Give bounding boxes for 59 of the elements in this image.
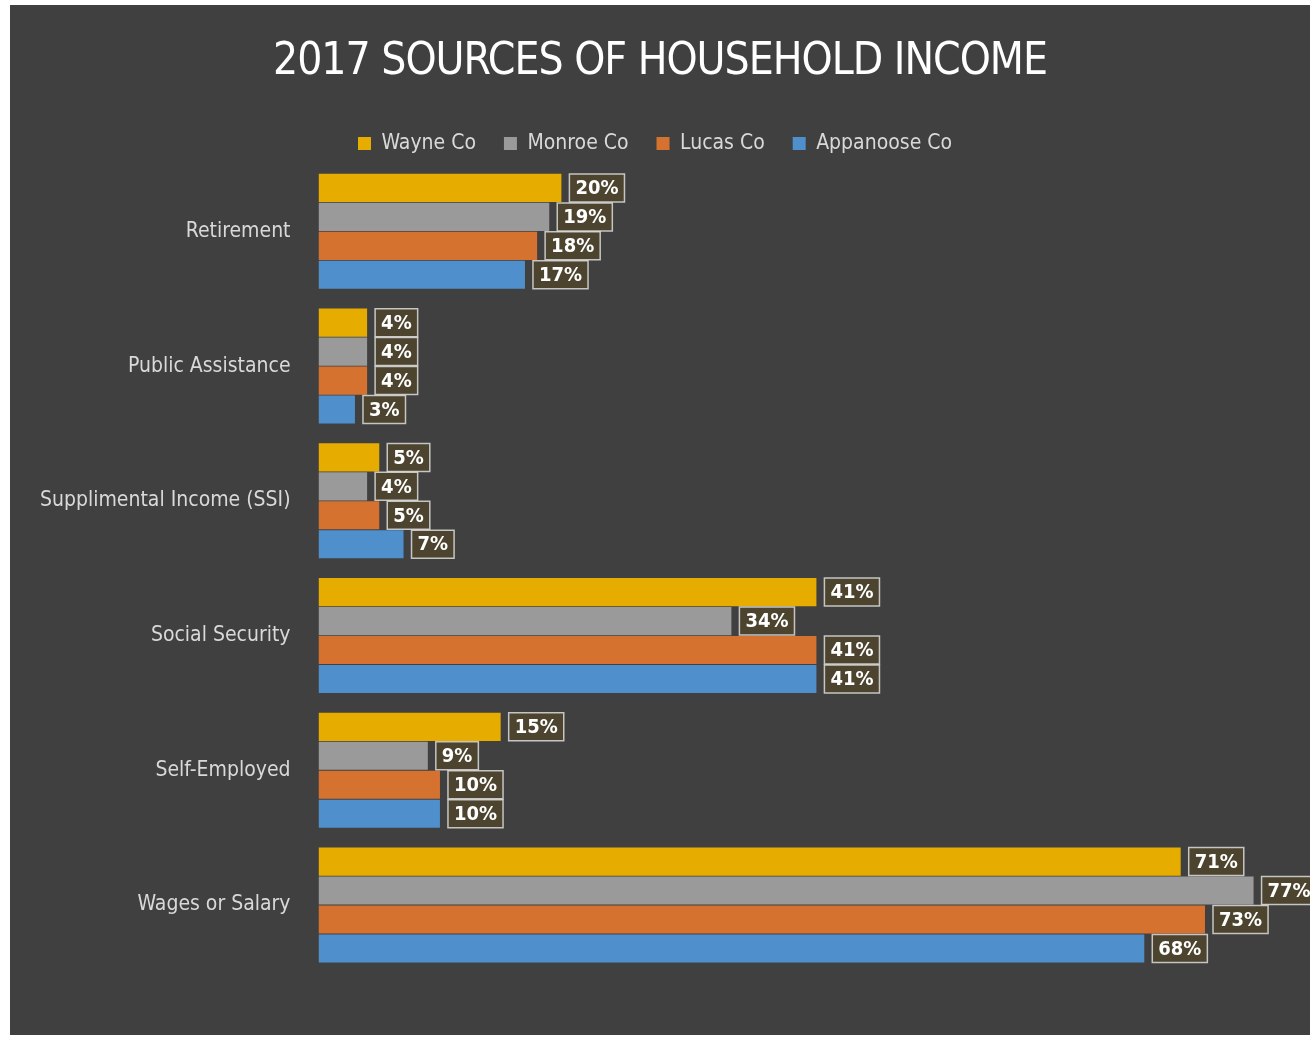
bar bbox=[318, 712, 501, 741]
data-label: 41% bbox=[830, 579, 874, 604]
bar bbox=[318, 173, 562, 202]
data-label: 77% bbox=[1267, 877, 1311, 902]
data-label: 71% bbox=[1194, 848, 1238, 873]
legend-label: Appanoose Co bbox=[816, 129, 953, 154]
legend-label: Wayne Co bbox=[381, 129, 476, 154]
data-label: 4% bbox=[381, 309, 412, 334]
data-label: 73% bbox=[1219, 906, 1263, 931]
bar bbox=[318, 876, 1254, 905]
data-label: 4% bbox=[381, 473, 412, 498]
data-label: 9% bbox=[441, 743, 473, 768]
bar bbox=[318, 607, 732, 636]
bar bbox=[318, 636, 817, 665]
y-tick-label: Public Assistance bbox=[127, 352, 291, 377]
bar bbox=[318, 741, 428, 770]
data-label: 3% bbox=[368, 396, 400, 421]
bar bbox=[318, 530, 404, 559]
bar bbox=[318, 770, 440, 799]
data-label: 34% bbox=[745, 608, 789, 633]
data-label: 10% bbox=[453, 771, 498, 796]
bar bbox=[318, 260, 525, 289]
bar bbox=[318, 395, 355, 424]
bar bbox=[318, 905, 1205, 934]
data-label: 19% bbox=[563, 204, 607, 229]
legend-label: Lucas Co bbox=[680, 129, 765, 154]
legend-label: Monroe Co bbox=[527, 129, 629, 154]
bar bbox=[318, 934, 1145, 963]
bar bbox=[318, 202, 550, 231]
bar bbox=[318, 664, 817, 694]
data-label: 7% bbox=[417, 531, 449, 556]
bar bbox=[318, 337, 368, 366]
data-label: 10% bbox=[453, 800, 498, 825]
bar bbox=[318, 308, 368, 337]
data-label: 18% bbox=[551, 233, 595, 258]
y-tick-label: Supplimental Income (SSI) bbox=[39, 487, 291, 512]
bar bbox=[318, 366, 368, 395]
y-tick-label: Retirement bbox=[185, 217, 291, 242]
data-label: 15% bbox=[514, 714, 558, 739]
data-label: 4% bbox=[381, 338, 412, 363]
y-tick-label: Wages or Salary bbox=[137, 891, 291, 916]
bar bbox=[318, 847, 1181, 876]
y-tick-label: Social Security bbox=[150, 622, 291, 647]
data-label: 5% bbox=[393, 502, 424, 527]
y-tick-label: Self-Employed bbox=[155, 756, 291, 781]
bar bbox=[318, 472, 368, 501]
bar bbox=[318, 799, 440, 828]
bar bbox=[318, 231, 538, 260]
data-label: 41% bbox=[830, 666, 874, 691]
chart-title: 2017 SOURCES OF HOUSEHOLD INCOME bbox=[271, 33, 1049, 84]
data-label: 4% bbox=[381, 367, 412, 392]
data-label: 17% bbox=[538, 262, 583, 287]
data-label: 41% bbox=[830, 637, 874, 662]
data-label: 68% bbox=[1158, 935, 1202, 960]
data-label: 20% bbox=[575, 175, 619, 200]
data-label: 5% bbox=[393, 444, 424, 469]
bar bbox=[318, 443, 380, 472]
bar bbox=[318, 578, 817, 607]
bar bbox=[318, 501, 380, 530]
